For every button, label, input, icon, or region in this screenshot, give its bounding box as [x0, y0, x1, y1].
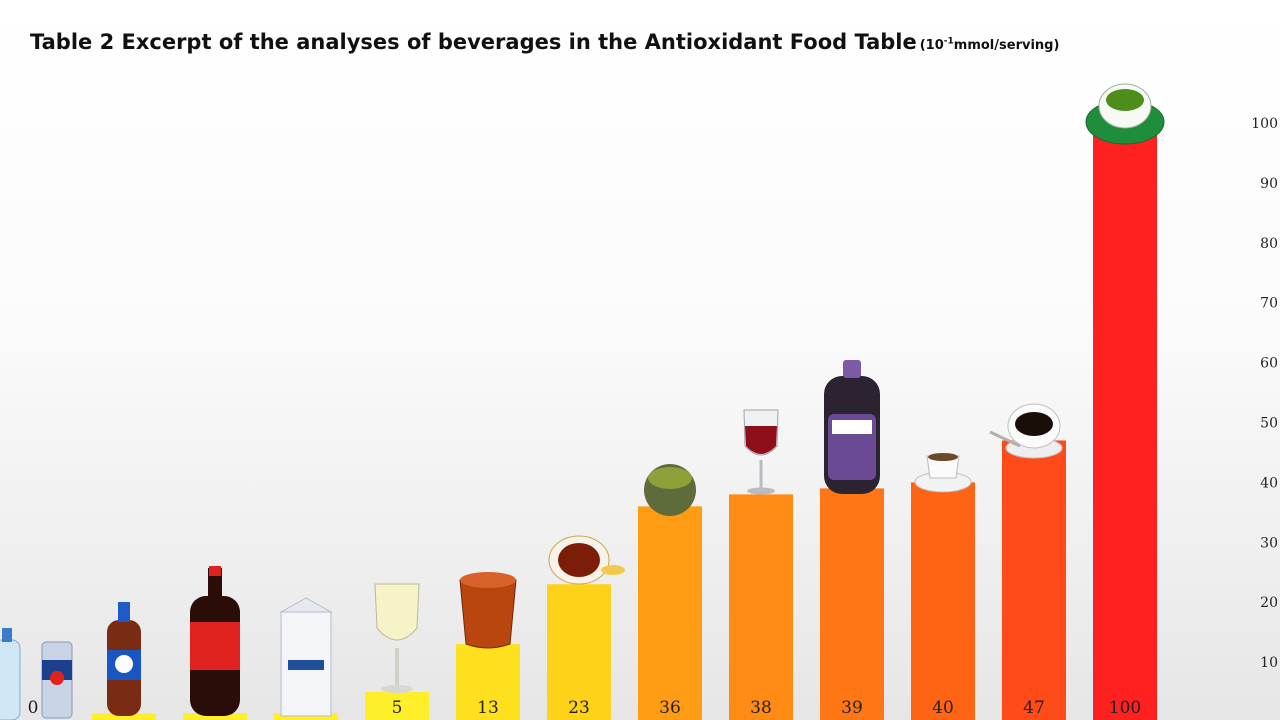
carton-stripe [288, 660, 324, 670]
coffee-liquid [1015, 412, 1053, 436]
bar-14 [1093, 123, 1157, 720]
y-tick-label: 80 [1260, 236, 1278, 252]
y-tick-label: 30 [1260, 535, 1278, 551]
espresso-cup-icon [914, 453, 972, 493]
y-tick-label: 50 [1260, 416, 1278, 432]
white-wine-glass-icon [374, 583, 420, 693]
y-tick-label: 40 [1260, 475, 1278, 491]
juice-logo [832, 420, 872, 434]
water-bottle-icon [0, 628, 21, 720]
bar-7 [456, 644, 520, 720]
bar-stub [183, 713, 247, 720]
bar-value-label: 40 [932, 698, 954, 718]
red-bull-can-icon [41, 641, 73, 719]
y-tick-label: 60 [1260, 356, 1278, 372]
bar-value-label: 0 [28, 698, 39, 718]
grape-juice-bottle-icon [824, 360, 880, 494]
iced-tea-glass-icon [459, 572, 517, 649]
wine-stem [759, 460, 763, 488]
bar-value-label: 39 [841, 698, 863, 718]
bar-value-label: 47 [1023, 698, 1045, 718]
iced-tea-body [459, 579, 517, 649]
bar-13 [1002, 440, 1066, 720]
espresso-liquid [928, 453, 958, 461]
y-tick-label: 20 [1260, 595, 1278, 611]
y-tick-label: 100 [1251, 116, 1278, 132]
bar-stub [92, 713, 156, 720]
carton-top [279, 597, 333, 613]
milk-carton-icon [279, 597, 333, 717]
bar-8 [547, 584, 611, 720]
pepsi-cap [118, 602, 130, 622]
pepsi-logo [115, 655, 133, 673]
bar-value-label: 38 [750, 698, 772, 718]
water-bottle-body [0, 639, 21, 720]
glass-bowl [374, 583, 420, 641]
bar-value-label: 13 [477, 698, 499, 718]
y-tick-label: 10 [1260, 655, 1278, 671]
coke-cap [209, 566, 221, 576]
bar-9 [638, 506, 702, 720]
coke-label [190, 622, 240, 670]
y-tick-label: 90 [1260, 176, 1278, 192]
unit-prefix: (10 [919, 38, 944, 53]
wine-foot [747, 487, 775, 495]
chart-title: Table 2 Excerpt of the analyses of bever… [30, 30, 1059, 54]
unit-suffix: mmol/serving) [953, 38, 1060, 53]
bar-12 [911, 482, 975, 720]
bar-value-label: 5 [392, 698, 403, 718]
coffee-cup-icon [989, 403, 1063, 459]
glass-foot [381, 685, 413, 693]
y-tick-label: 70 [1260, 296, 1278, 312]
bar-6 [365, 692, 429, 720]
can-band [42, 660, 72, 680]
iced-tea-top [460, 572, 516, 588]
tea-liquid-green [1106, 89, 1144, 111]
bowl-tea [648, 467, 692, 489]
bar-11 [820, 488, 884, 720]
green-tea-cup-icon [1085, 83, 1165, 145]
coffee-spoon [989, 430, 1021, 448]
red-wine-glass-icon [743, 409, 779, 495]
pepsi-bottle-icon [107, 602, 141, 716]
juice-cap [843, 360, 861, 378]
bar-value-label: 100 [1109, 698, 1141, 718]
chart-unit: (10-1mmol/serving) [919, 36, 1060, 53]
tea-liquid [558, 543, 600, 577]
glass-stem [395, 648, 399, 686]
water-bottle-cap [2, 628, 12, 642]
coca-cola-bottle-icon [190, 566, 240, 716]
black-tea-cup-icon [548, 535, 625, 585]
tea-cup-handle [601, 565, 625, 575]
bar-10 [729, 494, 793, 720]
can-sun [50, 671, 64, 685]
unit-exponent: -1 [943, 36, 954, 47]
wine-liquid [745, 426, 777, 454]
bar-value-label: 23 [568, 698, 590, 718]
bar-value-label: 36 [659, 698, 681, 718]
chart-title-text: Table 2 Excerpt of the analyses of bever… [30, 30, 917, 54]
green-tea-bowl-icon [644, 464, 696, 516]
